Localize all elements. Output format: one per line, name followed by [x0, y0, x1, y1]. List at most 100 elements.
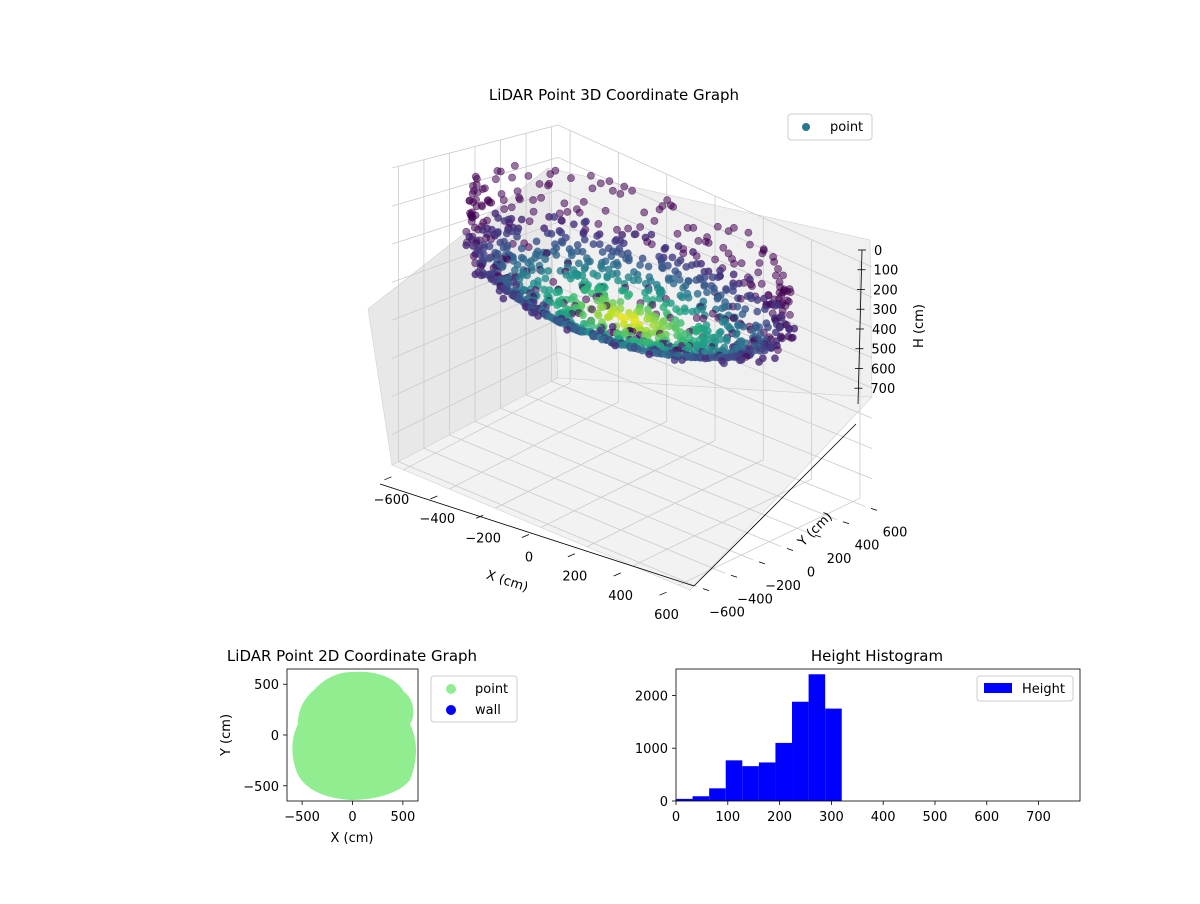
cloud-point: [753, 307, 762, 316]
x-tick-3d-label: 600: [654, 608, 679, 623]
cloud-point: [723, 336, 731, 345]
legend-hist-label: Height: [1022, 682, 1065, 697]
cloud-point: [655, 205, 664, 214]
y-tick-3d-label: −600: [709, 606, 745, 621]
cloud-point: [675, 275, 684, 284]
cloud-point: [579, 197, 588, 206]
cloud-point: [513, 187, 522, 196]
legend-hist-box: [976, 675, 1074, 702]
cloud-point: [582, 295, 590, 304]
cloud-point: [756, 346, 765, 355]
cloud-point: [575, 208, 584, 217]
x-tick-2d-label: −500: [284, 810, 320, 825]
point-cloud: [462, 161, 799, 368]
cloud-point: [614, 276, 622, 285]
cloud-point: [718, 304, 727, 313]
histogram-bar: [792, 701, 809, 801]
cloud-point: [478, 202, 487, 211]
cloud-point: [624, 256, 633, 265]
cloud-point: [687, 353, 695, 362]
legend-3d-box: [787, 113, 873, 141]
cloud-point: [703, 288, 711, 297]
cloud-point: [692, 327, 701, 336]
y-tick-3d-label: −200: [765, 579, 801, 594]
x-tick-3d-label: 200: [562, 570, 587, 585]
cloud-point: [598, 264, 607, 273]
cloud-point: [771, 328, 780, 337]
histogram-bar: [775, 742, 793, 801]
cloud-point: [499, 196, 508, 204]
cloud-point: [563, 208, 572, 216]
histogram-bar: [725, 760, 743, 801]
cloud-point: [532, 237, 541, 246]
cloud-point: [636, 223, 645, 231]
cloud-point: [720, 359, 728, 368]
cloud-point: [517, 215, 526, 224]
cloud-point: [507, 203, 516, 212]
hist-x-tick-label: 500: [923, 810, 948, 825]
cloud-point: [678, 356, 687, 364]
legend-2d-point-marker: [446, 684, 456, 694]
x-axis-label-2d: X (cm): [331, 831, 374, 846]
point-region-edge: [393, 688, 404, 701]
cloud-point: [755, 358, 763, 366]
cloud-point: [787, 334, 796, 342]
hist-x-tick-label: 100: [715, 810, 740, 825]
grid-floor-y: [398, 461, 698, 588]
x-axis-label-3d: X (cm): [484, 568, 530, 596]
cloud-point: [630, 230, 639, 239]
y-tick-3d-label: 400: [855, 539, 880, 554]
cloud-point: [730, 259, 738, 268]
legend-3d: point: [787, 113, 873, 141]
cloud-point: [658, 264, 667, 273]
x-tick-3d-mark: [430, 495, 438, 500]
hist-y-tick-label: 1000: [635, 742, 668, 757]
cloud-point: [604, 313, 612, 322]
y-axis-label-2d: Y (cm): [219, 714, 234, 757]
histogram-bar: [808, 674, 826, 801]
cloud-point: [683, 224, 692, 232]
cloud-point: [673, 259, 682, 267]
cloud-point: [552, 251, 561, 259]
cloud-point: [673, 229, 682, 238]
cloud-point: [753, 296, 762, 304]
cloud-point: [468, 189, 477, 198]
cloud-point: [550, 213, 559, 221]
chart-2d: LiDAR Point 2D Coordinate Graph −500 0 500…: [219, 647, 518, 846]
cloud-point: [541, 274, 550, 283]
histogram-bar: [742, 766, 759, 801]
cloud-point: [593, 271, 602, 280]
cloud-point: [573, 272, 582, 281]
legend-2d-wall-marker: [446, 705, 456, 715]
histogram-title: Height Histogram: [811, 647, 943, 665]
cloud-point: [679, 283, 688, 292]
hist-x-tick-label: 300: [819, 810, 844, 825]
cloud-point: [761, 305, 769, 314]
cloud-point: [758, 249, 767, 258]
cloud-point: [534, 312, 543, 320]
cloud-point: [774, 265, 782, 273]
grid-z-level: [391, 189, 873, 328]
cloud-point: [595, 240, 604, 249]
grid-floor-y: [500, 407, 810, 534]
histogram-bar: [758, 762, 776, 801]
cloud-point: [699, 314, 708, 323]
cloud-point: [719, 243, 728, 252]
grid-floor-y: [551, 380, 866, 507]
cloud-point: [659, 303, 668, 312]
x-tick-3d-mark: [521, 534, 530, 538]
cloud-point: [537, 267, 546, 276]
cloud-point: [588, 305, 596, 314]
cloud-point: [624, 224, 633, 233]
hist-x-tick-label: 200: [767, 810, 792, 825]
cloud-point: [701, 354, 710, 363]
cloud-point: [669, 202, 678, 211]
z-tick-3d-label: 0: [874, 244, 882, 259]
cloud-point: [603, 273, 612, 282]
cloud-point: [613, 261, 622, 270]
cloud-point: [733, 302, 742, 311]
cloud-point: [611, 237, 620, 246]
cloud-point: [739, 322, 748, 331]
cloud-point: [578, 247, 587, 256]
